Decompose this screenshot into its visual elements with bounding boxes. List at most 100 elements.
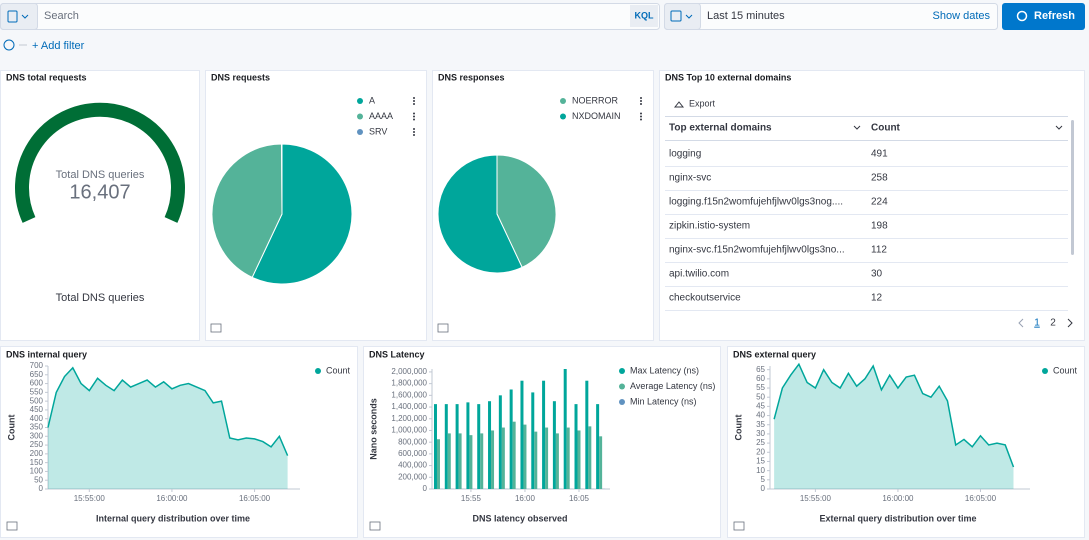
- bar: [542, 381, 545, 489]
- bar: [596, 404, 599, 489]
- bar: [480, 433, 483, 489]
- legend-marker: [357, 98, 363, 104]
- bar: [534, 432, 537, 489]
- x-tick-label: 16:00:00: [882, 494, 914, 503]
- bar: [599, 436, 602, 489]
- page-link[interactable]: 1: [1034, 318, 1040, 329]
- bar: [575, 404, 578, 489]
- export-button[interactable]: Export: [689, 98, 716, 108]
- bar: [588, 426, 591, 489]
- column-header[interactable]: Count: [871, 123, 901, 134]
- page-link[interactable]: 2: [1050, 318, 1056, 329]
- legend-marker: [560, 98, 566, 104]
- legend-label: NXDOMAIN: [572, 111, 621, 121]
- table-cell: 224: [871, 197, 888, 208]
- y-tick-label: 50: [756, 392, 765, 401]
- bar: [520, 381, 523, 489]
- add-filter[interactable]: + Add filter: [32, 40, 85, 52]
- saved-query-button[interactable]: [1, 4, 38, 30]
- quick-menu-button[interactable]: [665, 4, 701, 30]
- y-tick-label: 1,000,000: [391, 426, 427, 435]
- legend-menu-dot: [640, 100, 642, 102]
- y-tick-label: 10: [756, 466, 765, 475]
- metric-caption: Total DNS queries: [56, 292, 145, 304]
- y-tick-label: 500: [30, 396, 44, 405]
- show-dates[interactable]: Show dates: [933, 10, 991, 22]
- table-cell: 258: [871, 173, 888, 184]
- table-cell: zipkin.istio-system: [669, 221, 750, 232]
- legend-menu-dot: [413, 97, 415, 99]
- table-cell: nginx-svc: [669, 173, 711, 184]
- bar: [466, 402, 469, 489]
- legend-menu-dot: [413, 131, 415, 133]
- legend-menu-dot: [640, 103, 642, 105]
- bar: [477, 404, 480, 489]
- y-tick-label: 300: [30, 431, 44, 440]
- table-cell: checkoutservice: [669, 293, 741, 304]
- bar: [434, 404, 437, 489]
- y-tick-label: 30: [756, 429, 765, 438]
- x-tick-label: 15:55:00: [74, 494, 106, 503]
- bar: [585, 381, 588, 489]
- y-tick-label: 600: [30, 379, 44, 388]
- legend-menu-dot: [413, 100, 415, 102]
- table-cell: 198: [871, 221, 888, 232]
- bar: [499, 395, 502, 489]
- panel-title: DNS external query: [733, 349, 816, 359]
- y-tick-label: 600,000: [398, 449, 427, 458]
- panel-title: DNS Top 10 external domains: [665, 72, 791, 82]
- legend-menu-dot: [640, 113, 642, 115]
- bar: [491, 430, 494, 489]
- bar: [445, 404, 448, 489]
- refresh-label[interactable]: Refresh: [1034, 10, 1075, 22]
- legend-menu-dot: [640, 116, 642, 118]
- table-cell: logging.f15n2womfujehfjlwv0lgs3nog....: [669, 197, 843, 208]
- y-tick-label: 1,400,000: [391, 402, 427, 411]
- y-tick-label: 0: [39, 484, 44, 493]
- y-tick-label: 2,000,000: [391, 367, 427, 376]
- y-tick-label: 65: [756, 365, 765, 374]
- y-tick-label: 1,600,000: [391, 390, 427, 399]
- scrollbar[interactable]: [1071, 120, 1074, 255]
- y-tick-label: 100: [30, 467, 44, 476]
- y-tick-label: 200: [30, 449, 44, 458]
- x-axis-label: External query distribution over time: [819, 513, 976, 523]
- bar: [567, 428, 570, 489]
- bar: [578, 430, 581, 489]
- y-tick-label: 5: [761, 475, 766, 484]
- y-tick-label: 350: [30, 423, 44, 432]
- y-tick-label: 40: [756, 411, 765, 420]
- table-cell: 12: [871, 293, 883, 304]
- table-cell: 30: [871, 269, 883, 280]
- y-tick-label: 700: [30, 361, 44, 370]
- legend-marker: [619, 399, 625, 405]
- y-tick-label: 800,000: [398, 437, 427, 446]
- bar: [448, 433, 451, 489]
- table-cell: 112: [871, 245, 887, 256]
- legend-menu-dot: [413, 119, 415, 121]
- y-tick-label: 55: [756, 383, 765, 392]
- legend-label: Count: [326, 365, 351, 375]
- bar: [553, 401, 556, 489]
- language-label[interactable]: KQL: [635, 10, 655, 20]
- legend-label: A: [369, 95, 375, 105]
- x-tick-label: 16:05:00: [965, 494, 997, 503]
- x-tick-label: 15:55:00: [800, 494, 832, 503]
- y-tick-label: 550: [30, 387, 44, 396]
- bar: [488, 401, 491, 489]
- y-tick-label: 25: [756, 438, 765, 447]
- column-header[interactable]: Top external domains: [669, 123, 772, 134]
- y-tick-label: 400,000: [398, 461, 427, 470]
- gauge-label: Total DNS queries: [56, 169, 145, 181]
- filter-icon[interactable]: [4, 40, 14, 50]
- bar: [531, 392, 534, 489]
- y-tick-label: 20: [756, 447, 765, 456]
- legend-label: AAAA: [369, 111, 393, 121]
- y-tick-label: 15: [756, 457, 765, 466]
- y-tick-label: 0: [423, 484, 428, 493]
- bar: [564, 369, 567, 489]
- y-tick-label: 650: [30, 370, 44, 379]
- search-box[interactable]: [1, 4, 660, 30]
